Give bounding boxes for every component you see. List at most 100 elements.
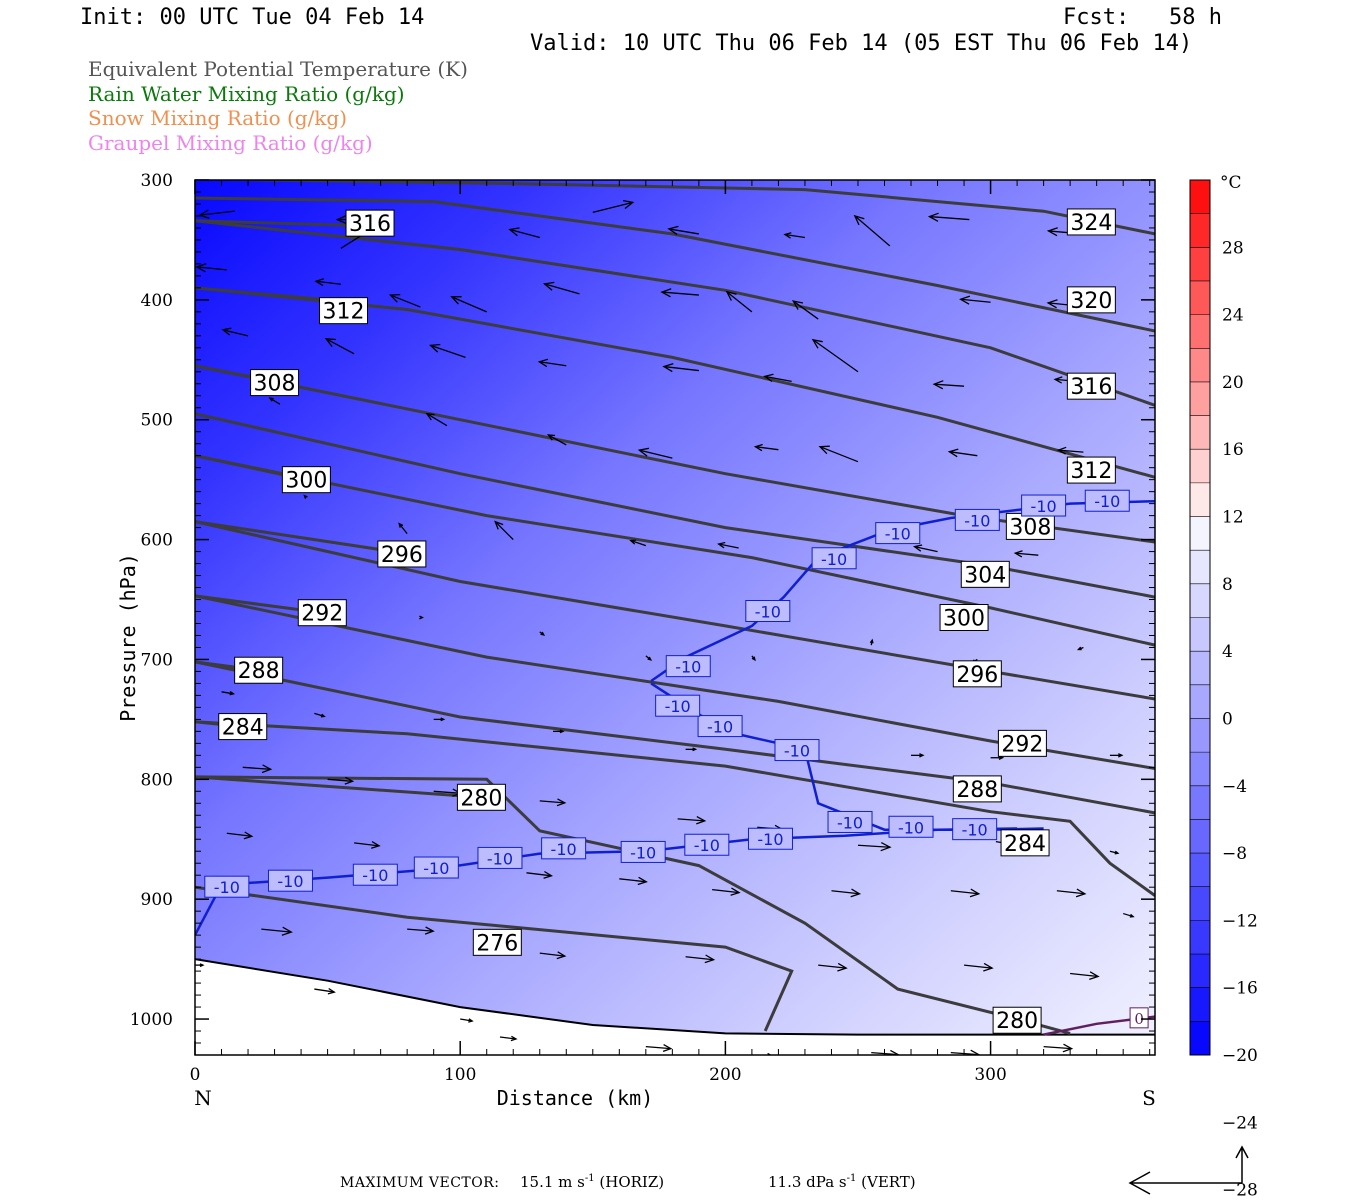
temperature-label-box — [774, 739, 820, 762]
y-tick-label: 900 — [141, 890, 173, 910]
theta-e-label: 308 — [250, 369, 300, 397]
wind-vector-head — [424, 926, 435, 935]
theta-e-label: 288 — [234, 656, 284, 684]
wind-vector-shaft — [315, 280, 341, 285]
wind-vector-head — [927, 212, 939, 222]
wind-vector — [539, 798, 567, 807]
colorbar-swatch — [1190, 684, 1210, 719]
x-axis-label: Distance (km) — [497, 1086, 654, 1110]
wind-vector-shaft — [963, 964, 993, 969]
wind-vector-shaft — [325, 338, 355, 355]
wind-vector — [1109, 753, 1124, 758]
theta-e-label-box — [992, 1006, 1042, 1034]
wind-vector-shaft — [407, 928, 434, 932]
wind-vector — [751, 655, 756, 662]
wind-vector — [592, 199, 635, 213]
theta-e-label-text: 296 — [381, 543, 423, 568]
wind-vector-shaft — [592, 201, 633, 213]
theta-e-label-text: 316 — [1070, 375, 1112, 400]
wind-vector-head — [853, 214, 865, 226]
legend-entry: Rain Water Mixing Ratio (g/kg) — [88, 81, 405, 106]
wind-vector-shaft — [499, 1036, 517, 1040]
wind-vector — [1056, 888, 1087, 898]
temperature-label-box — [413, 856, 459, 879]
temperature-label-text: -10 — [885, 525, 911, 544]
wind-vector — [1013, 550, 1039, 558]
colorbar-swatch — [1190, 482, 1210, 518]
wind-vector-head — [791, 300, 804, 310]
temperature-label-text: -10 — [694, 836, 720, 855]
y-tick-label: 1000 — [130, 1010, 173, 1030]
temperature-label-text: -10 — [675, 658, 701, 677]
wind-vector-head — [837, 962, 848, 972]
wind-vector-shaft — [726, 291, 753, 313]
colorbar-label: −4 — [1222, 777, 1247, 797]
wind-vector-head — [508, 227, 520, 237]
wind-vector-shaft — [1122, 912, 1134, 918]
colorbar-swatch — [1190, 550, 1210, 585]
colorbar-label: −28 — [1222, 1181, 1258, 1200]
wind-vector — [857, 842, 892, 852]
wind-vector — [1070, 971, 1100, 981]
temperature-label-box — [697, 715, 743, 738]
wind-vector-shaft — [1058, 449, 1084, 453]
wind-vector — [303, 494, 308, 499]
wind-vector-head — [388, 293, 401, 303]
wind-vector — [324, 338, 355, 355]
wind-vector-head — [629, 539, 637, 545]
wind-vector-head — [428, 343, 441, 353]
wind-vector-head — [983, 962, 994, 972]
wind-vector — [499, 1035, 518, 1042]
wind-vector — [398, 522, 408, 535]
wind-vector-head — [717, 541, 726, 549]
wind-vector-shaft — [199, 210, 235, 216]
theta-e-label-box — [234, 656, 284, 684]
wind-vector-shaft — [494, 521, 514, 541]
wind-vector — [677, 816, 707, 825]
wind-vector-head — [198, 209, 210, 219]
temperature-label-text: -10 — [964, 511, 990, 530]
wind-vector-shaft — [460, 1018, 473, 1022]
colorbar-swatch — [1190, 180, 1210, 215]
snow-label: 0 — [1129, 1007, 1149, 1029]
colorbar-swatch — [1190, 785, 1210, 820]
wind-vector-head — [314, 278, 324, 287]
temperature-label-box — [1084, 489, 1130, 512]
theta-e-label-box — [1066, 372, 1116, 400]
colorbar-label: 28 — [1222, 238, 1244, 258]
wind-vector-shaft — [269, 397, 281, 405]
colorbar-swatch — [1190, 348, 1210, 383]
wind-vector-head — [1046, 299, 1058, 309]
wind-vector-shaft — [645, 1045, 671, 1050]
theta-e-label-text: 308 — [1009, 515, 1051, 540]
wind-vector-shaft — [755, 446, 779, 451]
wind-vector — [1056, 446, 1084, 455]
wind-vector-head — [450, 296, 462, 305]
wind-vector-shaft — [712, 888, 740, 894]
wind-vector-head — [324, 338, 337, 347]
colorbar-swatch — [1190, 280, 1210, 316]
x-tick-label: 100 — [444, 1065, 476, 1085]
theta-e-label-text: 304 — [964, 563, 1006, 588]
temperature-label: -10 — [620, 840, 666, 863]
wind-vector-head — [912, 544, 923, 552]
colorbar-label: −16 — [1222, 979, 1258, 999]
colorbar-swatch — [1190, 752, 1210, 787]
wind-vector-head — [662, 362, 674, 373]
wind-vector-head — [1076, 646, 1082, 651]
wind-vector-head — [660, 288, 672, 298]
wind-vector — [268, 397, 281, 405]
temperature-label-text: -10 — [757, 830, 783, 849]
temperature-label-text: -10 — [1094, 492, 1120, 511]
wind-vector — [450, 296, 487, 313]
wind-vector-head — [398, 522, 404, 528]
theta-e-label-text: 300 — [285, 469, 327, 494]
temperature-label-box — [888, 815, 934, 838]
temperature-label: -10 — [774, 739, 820, 762]
theta-e-label: 284 — [218, 713, 268, 741]
theta-e-label: 292 — [297, 599, 347, 627]
colorbar-label: −24 — [1222, 1113, 1258, 1133]
temperature-label-text: -10 — [551, 840, 577, 859]
wind-vector — [791, 300, 819, 320]
theta-e-label-text: 316 — [349, 212, 391, 237]
